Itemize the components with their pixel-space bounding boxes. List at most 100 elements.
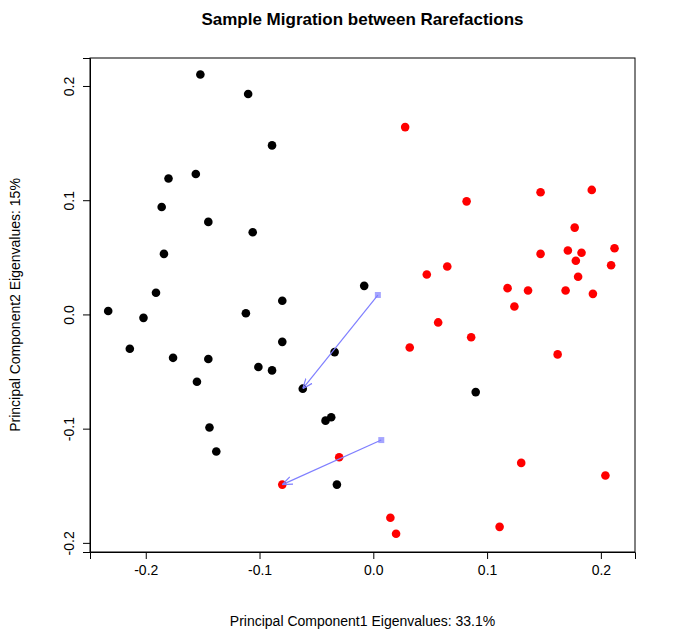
y-tick-mark [83,86,90,87]
point [574,272,583,281]
point [467,333,476,342]
point [495,523,504,532]
chart-title: Sample Migration between Rarefactions [201,10,523,29]
point [278,480,287,489]
x-tick-label: -0.1 [248,562,272,578]
x-tick-label: -0.2 [134,562,158,578]
y-tick: -0.2 [61,531,90,555]
point [601,471,610,480]
chart: -0.2 -0.1 0.0 0.1 0.2 -0.2 -0.1 0.0 0.1 0.2 Sample… [0,0,673,642]
point [401,123,410,132]
point [422,270,431,279]
point [204,218,213,227]
point [248,228,257,237]
point [164,174,173,183]
point [212,447,221,456]
x-axis-line [91,553,636,560]
point [607,261,616,270]
y-tick-label: 0.2 [61,77,77,97]
x-tick-mark [260,552,261,559]
point [553,350,562,359]
x-axis: -0.2 -0.1 0.0 0.1 0.2 [91,552,636,578]
x-tick: -0.2 [134,552,158,578]
x-tick-mark [146,552,147,559]
point [160,250,169,259]
y-axis-title: Principal Component2 Eigenvalues: 15% [7,178,23,432]
point [517,459,526,468]
point [589,290,598,299]
point [196,70,205,79]
y-tick-label: 0.1 [61,191,77,211]
point [577,248,586,257]
y-tick-label: 0.0 [61,305,77,325]
y-tick-mark [83,429,90,430]
point [204,355,213,364]
arrow-start [375,292,381,298]
point [192,170,201,179]
point [193,378,202,387]
point [104,307,113,316]
x-tick-mark [373,552,374,559]
x-tick: 0.1 [478,552,498,578]
point [169,354,178,363]
point [268,366,277,375]
point [434,318,443,327]
point [244,90,253,99]
point [572,256,581,265]
point [561,286,570,295]
point [333,480,342,489]
point [242,309,251,318]
y-tick-mark [83,314,90,315]
migration-arrow [303,292,381,389]
x-axis-title: Principal Component1 Eigenvalues: 33.1% [230,613,495,629]
y-tick: 0.0 [61,305,90,325]
point [536,250,545,259]
point [360,282,369,291]
x-tick-label: 0.0 [364,562,384,578]
plot-frame [90,58,635,552]
point [278,338,287,347]
plot: -0.2 -0.1 0.0 0.1 0.2 -0.2 -0.1 0.0 0.1 0.2 [61,58,636,578]
y-tick-mark [83,200,90,201]
point [392,529,401,538]
y-tick: -0.1 [61,417,90,441]
x-tick: -0.1 [248,552,272,578]
point [443,262,452,271]
point [254,363,263,372]
point [471,388,480,397]
point [405,343,414,352]
point [386,513,395,522]
arrow-line [282,440,381,485]
point-group [278,123,619,538]
point [126,344,135,353]
y-axis-line [83,59,91,553]
point [157,203,166,212]
point [570,223,579,232]
point-group [104,70,480,489]
x-tick-mark [601,552,602,559]
point [587,186,596,195]
point [152,288,161,297]
migration-arrow [282,437,384,485]
arrow-line [303,295,378,389]
x-tick: 0.0 [364,552,384,578]
point [610,244,619,253]
point [524,286,533,295]
y-tick-label: -0.1 [61,417,77,441]
point [510,302,519,311]
point [205,423,214,432]
point [327,413,336,422]
x-tick-label: 0.2 [592,562,612,578]
y-tick: 0.1 [61,191,90,211]
point [462,197,471,206]
point [139,314,148,323]
point [503,284,512,293]
y-tick: 0.2 [61,77,90,97]
x-tick-label: 0.1 [478,562,498,578]
point [268,141,277,150]
arrow-start [378,437,384,443]
x-tick: 0.2 [592,552,612,578]
y-tick-mark [83,543,90,544]
marks [104,70,619,538]
y-tick-label: -0.2 [61,531,77,555]
